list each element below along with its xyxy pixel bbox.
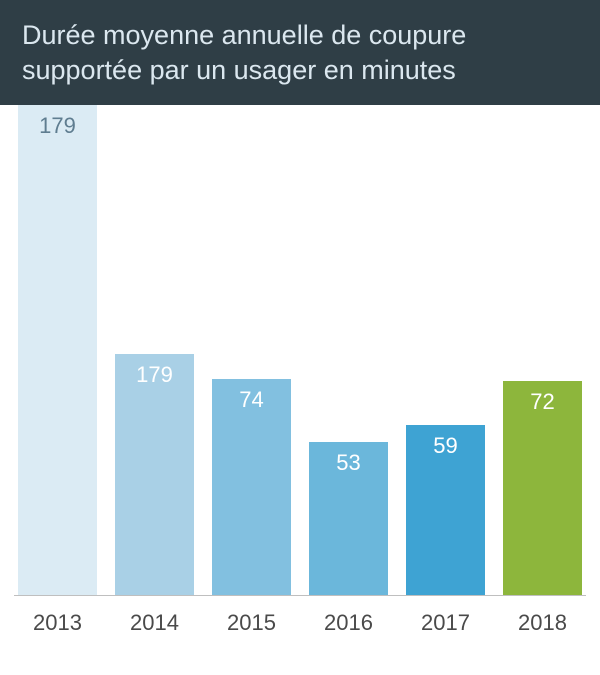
- bar-slot: 179: [115, 105, 194, 595]
- bar: 179: [115, 354, 194, 595]
- chart-header: Durée moyenne annuelle de coupure suppor…: [0, 0, 600, 105]
- bar-value-label: 179: [115, 362, 194, 388]
- bar-slot: 179: [18, 105, 97, 595]
- bar: 179: [18, 105, 97, 595]
- bar-value-label: 53: [309, 450, 388, 476]
- category-label: 2014: [115, 610, 194, 636]
- bar-slot: 72: [503, 105, 582, 595]
- bars-row: 179 179 74 53 59 72: [14, 105, 586, 596]
- chart-title: Durée moyenne annuelle de coupure suppor…: [22, 20, 466, 85]
- category-label: 2017: [406, 610, 485, 636]
- category-label: 2018: [503, 610, 582, 636]
- category-labels-row: 2013 2014 2015 2016 2017 2018: [14, 596, 586, 636]
- bar-value-label: 74: [212, 387, 291, 413]
- bar-value-label: 72: [503, 389, 582, 415]
- bar-slot: 53: [309, 105, 388, 595]
- bar: 74: [212, 379, 291, 595]
- category-label: 2015: [212, 610, 291, 636]
- bar-value-label: 59: [406, 433, 485, 459]
- category-label: 2016: [309, 610, 388, 636]
- bar: 72: [503, 381, 582, 595]
- bar-value-label: 179: [18, 113, 97, 139]
- bar: 53: [309, 442, 388, 595]
- bar-slot: 59: [406, 105, 485, 595]
- bar: 59: [406, 425, 485, 595]
- chart-area: 179 179 74 53 59 72 2013 2014 2015 2016 2017 2018: [0, 105, 600, 636]
- category-label: 2013: [18, 610, 97, 636]
- bar-slot: 74: [212, 105, 291, 595]
